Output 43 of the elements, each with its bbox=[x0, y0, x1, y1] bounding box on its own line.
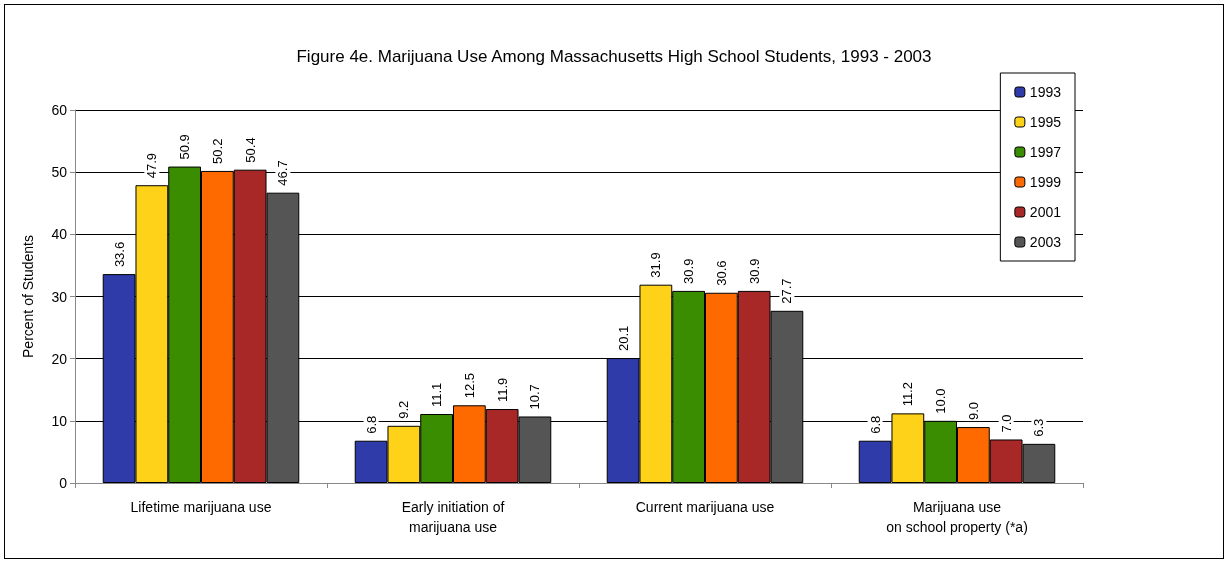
data-label: 11.2 bbox=[900, 382, 916, 407]
data-label: 6.8 bbox=[363, 415, 379, 434]
data-label: 10.0 bbox=[933, 388, 949, 414]
y-axis-title: Percent of Students bbox=[20, 235, 36, 358]
x-tick-label: Early initiation of marijuana use bbox=[401, 499, 505, 535]
y-tick-label: 40 bbox=[51, 226, 68, 243]
data-label: 9.2 bbox=[396, 400, 412, 419]
data-label: 47.9 bbox=[144, 152, 160, 179]
data-label: 20.1 bbox=[615, 325, 631, 352]
y-tick-label: 50 bbox=[51, 164, 68, 181]
data-label: 31.9 bbox=[648, 252, 664, 278]
legend-label: 2003 bbox=[1029, 234, 1062, 250]
data-label: 33.6 bbox=[111, 241, 127, 268]
data-label: 50.9 bbox=[177, 134, 193, 160]
x-tick-label: Current marijuana use bbox=[635, 499, 775, 515]
chart-title: Figure 4e. Marijuana Use Among Massachusetts High School Students, 1993 - 2003 bbox=[296, 47, 932, 66]
data-label: 27.7 bbox=[779, 278, 795, 304]
data-label: 10.7 bbox=[527, 384, 543, 410]
data-label: 50.4 bbox=[242, 137, 258, 163]
data-label: 30.6 bbox=[713, 260, 729, 286]
x-tick-label: Marijuana use on school property (*a) bbox=[886, 499, 1028, 535]
data-label: 11.1 bbox=[429, 382, 445, 407]
data-label: 50.2 bbox=[209, 138, 225, 164]
data-label: 6.8 bbox=[867, 415, 883, 434]
data-label: 6.3 bbox=[1031, 418, 1047, 437]
y-tick-label: 10 bbox=[51, 412, 68, 429]
data-label: 12.5 bbox=[461, 372, 477, 399]
data-label: 46.7 bbox=[275, 160, 291, 186]
data-label: 11.9 bbox=[494, 377, 510, 403]
legend-label: 1995 bbox=[1029, 114, 1062, 130]
legend-label: 1999 bbox=[1029, 174, 1062, 190]
legend-label: 1993 bbox=[1029, 84, 1062, 100]
legend-label: 1997 bbox=[1029, 144, 1062, 160]
legend-label: 2001 bbox=[1029, 204, 1062, 220]
data-label: 7.0 bbox=[998, 414, 1014, 433]
y-tick-label: 0 bbox=[59, 475, 68, 491]
y-tick-label: 60 bbox=[51, 102, 68, 118]
x-tick-label: Lifetime marijuana use bbox=[130, 499, 272, 515]
data-label: 30.9 bbox=[746, 258, 762, 284]
data-label: 30.9 bbox=[681, 258, 697, 284]
y-tick-label: 30 bbox=[51, 288, 68, 305]
data-label: 9.0 bbox=[965, 401, 981, 421]
y-tick-label: 20 bbox=[51, 350, 68, 367]
